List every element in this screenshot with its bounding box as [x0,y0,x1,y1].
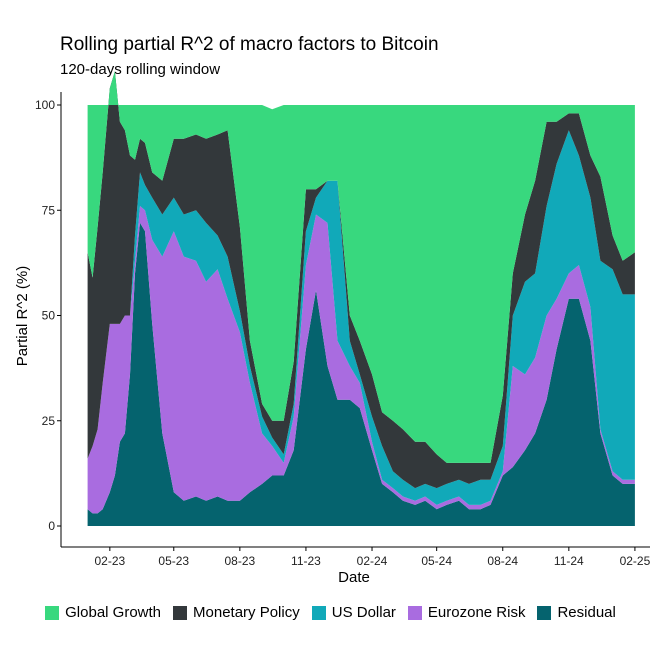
legend-swatch [537,605,552,620]
x-ticks: 02-23 05-23 08-23 11-23 02-24 05-24 08-24 11-24… [94,547,651,568]
x-axis-title: Date [338,569,370,586]
x-tick-label: 11-23 [291,554,321,568]
legend-label: US Dollar [331,604,396,621]
x-tick-label: 02-23 [94,554,125,568]
legend-label: Residual [557,604,616,621]
series-area-monetary-policy [87,71,635,489]
series-areas [87,71,635,526]
legend-swatch [45,605,60,620]
y-axis-title: Partial R^2 (%) [14,266,31,366]
legend-item-us-dollar: US Dollar [311,604,396,621]
x-tick-label: 05-24 [421,554,452,568]
y-tick-label: 50 [42,309,56,323]
legend-swatch [407,605,422,620]
axes [60,92,650,548]
chart-title: Rolling partial R^2 of macro factors to … [60,34,439,55]
y-tick-label: 25 [42,414,56,428]
legend-swatch [311,605,326,620]
y-ticks: 0 25 50 75 100 [35,98,61,533]
x-tick-label: 08-23 [225,554,256,568]
legend-label: Monetary Policy [193,604,300,621]
series-area-us-dollar [87,130,635,505]
x-tick-label: 02-25 [620,554,651,568]
legend-item-residual: Residual [537,604,616,621]
legend-item-monetary-policy: Monetary Policy [173,604,300,621]
y-tick-label: 75 [42,203,56,217]
chart-subtitle: 120-days rolling window [60,61,221,78]
y-tick-label: 0 [48,519,55,533]
legend-item-eurozone-risk: Eurozone Risk [407,604,526,621]
x-tick-label: 08-24 [487,554,518,568]
legend-swatch [173,605,188,620]
series-area-eurozone-risk [87,206,635,514]
legend-label: Eurozone Risk [427,604,526,621]
x-tick-label: 02-24 [357,554,388,568]
legend-item-global-growth: Global Growth [45,604,161,621]
y-tick-label: 100 [35,98,55,112]
series-area-global-growth [87,71,635,463]
x-tick-label: 05-23 [158,554,189,568]
legend-label: Global Growth [65,604,162,621]
series-area-residual [87,222,635,526]
x-tick-label: 11-24 [554,554,584,568]
legend: Global Growth Monetary Policy US Dollar Eur… [0,604,661,621]
